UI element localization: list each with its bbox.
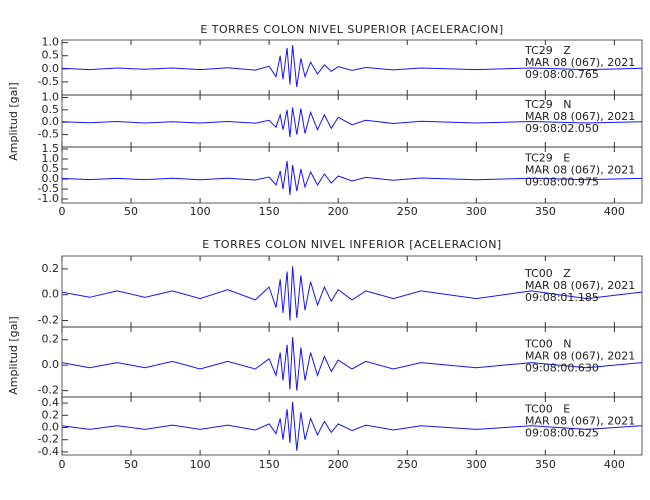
x-tick-label: 0 [59, 205, 66, 218]
waveform [61, 401, 643, 451]
panel-frame [61, 146, 643, 204]
station-label: TC00 E [524, 402, 570, 415]
waveform [61, 45, 643, 88]
y-tick-label: 0.5 [42, 103, 60, 116]
chart-title: E TORRES COLON NIVEL INFERIOR [ACELERACI… [202, 238, 501, 251]
y-tick-label: 1.5 [42, 142, 60, 155]
x-tick-label: 250 [397, 458, 418, 471]
y-tick-label: -0.5 [38, 75, 59, 88]
y-tick-label: 0.2 [42, 333, 60, 346]
y-tick-label: 0.5 [42, 49, 60, 62]
x-tick-label: 300 [466, 205, 487, 218]
y-tick-label: 0.0 [42, 358, 60, 371]
y-tick-label: 0.0 [42, 421, 60, 434]
y-tick-label: 0.2 [42, 408, 60, 421]
waveform [61, 107, 643, 138]
y-tick-label: 0.0 [42, 172, 60, 185]
x-tick-label: 300 [466, 458, 487, 471]
x-tick-label: 400 [604, 205, 625, 218]
date-label: MAR 08 (067), 2021 [525, 164, 635, 177]
y-tick-label: 1.0 [42, 152, 60, 165]
time-label: 09:08:01.185 [525, 291, 599, 304]
y-tick-label: 0.4 [42, 396, 60, 409]
time-label: 09:08:00.625 [525, 426, 599, 439]
y-axis-label: Amplitud [gal] [7, 82, 20, 160]
time-label: 09:08:02.050 [525, 122, 599, 135]
date-label: MAR 08 (067), 2021 [525, 56, 635, 69]
chart-title: E TORRES COLON NIVEL SUPERIOR [ACELERACI… [200, 23, 503, 36]
x-tick-label: 400 [604, 458, 625, 471]
time-label: 09:08:00.765 [525, 68, 599, 81]
x-tick-label: 200 [328, 458, 349, 471]
station-label: TC29 Z [524, 44, 571, 57]
y-tick-label: 1.0 [42, 90, 60, 103]
x-tick-label: 100 [190, 205, 211, 218]
y-tick-label: -0.5 [38, 182, 59, 195]
waveform [61, 266, 643, 321]
waveform [61, 160, 643, 196]
y-tick-label: 0.0 [42, 288, 60, 301]
y-tick-label: 0.2 [42, 262, 60, 275]
date-label: MAR 08 (067), 2021 [525, 279, 635, 292]
x-tick-label: 50 [124, 205, 138, 218]
x-tick-label: 200 [328, 205, 349, 218]
x-tick-label: 350 [535, 205, 556, 218]
date-label: MAR 08 (067), 2021 [525, 110, 635, 123]
x-tick-label: 100 [190, 458, 211, 471]
y-tick-label: 0.5 [42, 162, 60, 175]
x-tick-label: 150 [259, 458, 280, 471]
station-label: TC00 N [524, 337, 571, 350]
x-tick-label: 0 [59, 458, 66, 471]
time-label: 09:08:00.630 [525, 361, 599, 374]
x-tick-label: 350 [535, 458, 556, 471]
time-label: 09:08:00.975 [525, 176, 599, 189]
date-label: MAR 08 (067), 2021 [525, 414, 635, 427]
y-tick-label: -0.4 [38, 445, 59, 458]
y-tick-label: 0.0 [42, 115, 60, 128]
x-tick-label: 250 [397, 205, 418, 218]
y-tick-label: 1.0 [42, 36, 60, 49]
y-tick-label: -0.2 [38, 384, 59, 397]
x-tick-label: 50 [124, 458, 138, 471]
station-label: TC29 N [524, 98, 571, 111]
y-tick-label: -0.2 [38, 314, 59, 327]
y-tick-label: -1.0 [38, 192, 59, 205]
y-axis-label: Amplitud [gal] [7, 316, 20, 394]
y-tick-label: -0.2 [38, 433, 59, 446]
x-tick-label: 150 [259, 205, 280, 218]
y-tick-label: -0.5 [38, 128, 59, 141]
station-label: TC29 E [524, 152, 570, 165]
station-label: TC00 Z [524, 267, 571, 280]
waveform [61, 337, 643, 391]
y-tick-label: 0.0 [42, 62, 60, 75]
date-label: MAR 08 (067), 2021 [525, 349, 635, 362]
